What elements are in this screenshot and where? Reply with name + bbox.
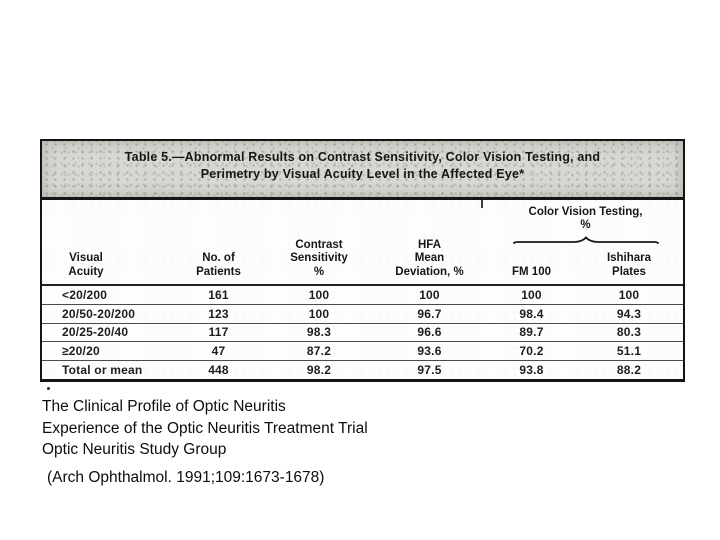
cell-contrast: 98.3 xyxy=(306,325,332,340)
cell-fm100: 89.7 xyxy=(519,325,544,340)
column-header-no-of-patients: No. of Patients xyxy=(196,252,241,278)
cell-visual-acuity: 20/25-20/40 xyxy=(62,325,129,340)
cell-visual-acuity: <20/200 xyxy=(62,287,108,302)
caption-subtitle: Experience of the Optic Neuritis Treatme… xyxy=(42,419,368,437)
cell-fm100: 98.4 xyxy=(519,306,544,321)
scanned-table-figure: Table 5.—Abnormal Results on Contrast Se… xyxy=(40,139,685,382)
column-header-contrast-sensitivity: Contrast Sensitivity % xyxy=(290,238,348,278)
citation-text: (Arch Ophthalmol. 1991;109:1673-1678) xyxy=(47,469,325,486)
column-header-hfa-mean-deviation: HFA Mean Deviation, % xyxy=(395,238,464,278)
cell-contrast: 87.2 xyxy=(306,344,332,359)
cell-ishihara: 80.3 xyxy=(616,325,642,340)
cell-hfa: 96.7 xyxy=(417,306,442,321)
table-title-line2: Perimetry by Visual Acuity Level in the … xyxy=(200,167,525,181)
table-row: 20/25-20/40 117 98.3 96.6 89.7 80.3 xyxy=(42,324,683,343)
cell-hfa: 97.5 xyxy=(417,363,442,378)
column-header-ishihara-plates: Ishihara Plates xyxy=(606,252,652,278)
cell-visual-acuity: Total or mean xyxy=(62,363,143,378)
cell-ishihara: 51.1 xyxy=(616,344,642,359)
scan-artifact-dot xyxy=(47,387,50,390)
caption-group: Optic Neuritis Study Group xyxy=(42,441,227,458)
table-row: 20/50-20/200 123 100 96.7 98.4 94.3 xyxy=(42,305,683,324)
cell-patients: 123 xyxy=(208,306,229,321)
cell-contrast: 98.2 xyxy=(306,363,332,378)
cell-contrast: 100 xyxy=(308,306,330,321)
cell-patients: 117 xyxy=(208,325,229,340)
table-body: <20/200 161 100 100 100 100 20/50-20/200… xyxy=(42,286,683,379)
cell-hfa: 96.6 xyxy=(417,325,442,340)
column-group-color-vision: Color Vision Testing, % xyxy=(488,206,683,244)
table-header-area: Color Vision Testing, % Visual Acuity No… xyxy=(42,200,683,286)
cell-hfa: 100 xyxy=(419,287,440,302)
table-row: ≥20/20 47 87.2 93.6 70.2 51.1 xyxy=(42,342,683,362)
cell-patients: 161 xyxy=(208,287,229,302)
table-title-line1: Table 5.—Abnormal Results on Contrast Se… xyxy=(124,150,601,164)
cell-fm100: 100 xyxy=(521,287,542,302)
cell-patients: 448 xyxy=(208,363,229,378)
cell-fm100: 93.8 xyxy=(519,363,544,378)
cell-hfa: 93.6 xyxy=(417,344,442,359)
caption-title: The Clinical Profile of Optic Neuritis xyxy=(42,398,286,415)
table-row: <20/200 161 100 100 100 100 xyxy=(42,286,683,305)
group-brace-icon xyxy=(513,236,659,244)
table-row-total: Total or mean 448 98.2 97.5 93.8 88.2 xyxy=(42,361,683,379)
caption-block: The Clinical Profile of Optic Neuritis E… xyxy=(42,396,368,461)
cell-visual-acuity: 20/50-20/200 xyxy=(62,306,136,321)
scan-artifact-tick xyxy=(481,200,483,208)
table-title-band: Table 5.—Abnormal Results on Contrast Se… xyxy=(42,141,683,200)
column-header-visual-acuity: Visual Acuity xyxy=(68,252,104,278)
cell-fm100: 70.2 xyxy=(519,344,544,359)
cell-ishihara: 94.3 xyxy=(616,306,642,321)
cell-visual-acuity: ≥20/20 xyxy=(62,344,100,359)
cell-patients: 47 xyxy=(211,344,226,359)
cell-contrast: 100 xyxy=(308,287,330,302)
cell-ishihara: 88.2 xyxy=(616,363,642,378)
cell-ishihara: 100 xyxy=(618,287,640,302)
column-group-label: Color Vision Testing, % xyxy=(528,206,643,231)
column-header-fm-100: FM 100 xyxy=(512,265,551,278)
column-headers-row: Visual Acuity No. of Patients Contrast S… xyxy=(42,239,683,280)
